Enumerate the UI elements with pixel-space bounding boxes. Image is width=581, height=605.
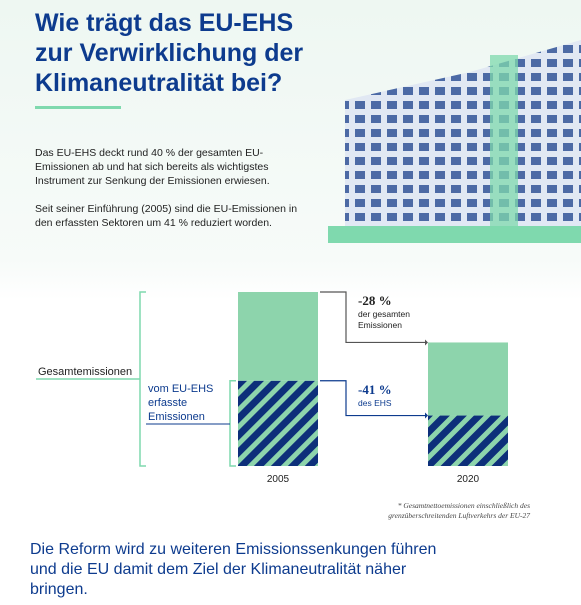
closing-text: Die Reform wird zu weiteren Emissionssen… [30,541,437,598]
arrowhead [425,412,428,419]
annotation-value: -41 % [358,382,392,397]
connector [320,291,425,344]
bar-segment [428,342,508,416]
arrowhead [425,339,428,346]
bar-segment [238,380,318,466]
x-tick-label: 2020 [457,474,480,485]
ehs-bracket [229,379,236,467]
title-underline [35,106,121,109]
intro-text: Seit seiner Einführung (2005) sind die E… [35,203,298,229]
bar-segment [428,415,508,466]
total-label: Gesamtemissionen [38,366,133,378]
annotation-text: des EHS [358,398,392,408]
annotation-text: der gesamten Emissionen [358,309,410,330]
annotation-value: -28 % [358,293,392,308]
intro-text: Das EU-EHS deckt rund 40 % der gesamten … [35,147,270,187]
building-illustration [328,40,581,243]
bar-segment [238,292,318,381]
footnote: * Gesamtnettoemissionen einschließlich d… [388,501,530,520]
connector [320,380,425,417]
title: Wie trägt das EU-EHS zur Verwirklichung … [35,9,304,97]
x-tick-label: 2005 [267,474,290,485]
legend-label: vom EU-EHS erfasste Emissionen [148,383,214,423]
total-bracket [139,291,146,467]
chart: 2005 2020 [36,291,508,485]
